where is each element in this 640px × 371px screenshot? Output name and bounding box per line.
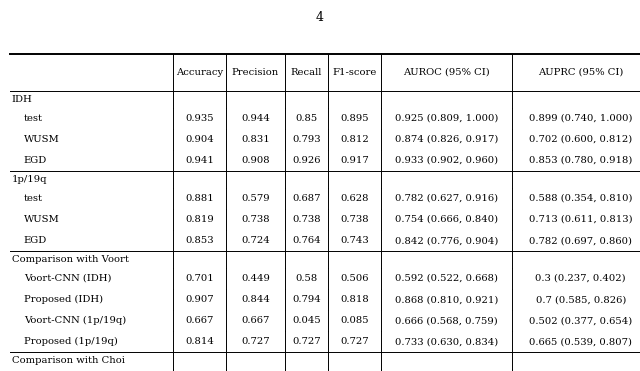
Text: F1-score: F1-score	[332, 68, 377, 77]
Text: 0.727: 0.727	[241, 337, 269, 347]
Text: 0.667: 0.667	[185, 316, 214, 325]
Text: 0.724: 0.724	[241, 236, 269, 245]
Text: 0.628: 0.628	[340, 194, 369, 203]
Text: test: test	[24, 194, 43, 203]
Text: 0.935: 0.935	[185, 114, 214, 123]
Text: 0.588 (0.354, 0.810): 0.588 (0.354, 0.810)	[529, 194, 632, 203]
Text: 0.831: 0.831	[241, 135, 269, 144]
Text: Precision: Precision	[232, 68, 279, 77]
Text: Voort-CNN (IDH): Voort-CNN (IDH)	[24, 274, 111, 283]
Text: 0.917: 0.917	[340, 156, 369, 165]
Text: 0.819: 0.819	[185, 215, 214, 224]
Text: 0.738: 0.738	[340, 215, 369, 224]
Text: 0.667: 0.667	[241, 316, 269, 325]
Text: EGD: EGD	[24, 236, 47, 245]
Text: 0.764: 0.764	[292, 236, 321, 245]
Text: 0.782 (0.697, 0.860): 0.782 (0.697, 0.860)	[529, 236, 632, 245]
Text: 0.579: 0.579	[241, 194, 269, 203]
Text: 0.925 (0.809, 1.000): 0.925 (0.809, 1.000)	[395, 114, 498, 123]
Text: 0.727: 0.727	[292, 337, 321, 347]
Text: 0.7 (0.585, 0.826): 0.7 (0.585, 0.826)	[536, 295, 626, 304]
Text: test: test	[24, 114, 43, 123]
Text: Recall: Recall	[291, 68, 323, 77]
Text: 0.58: 0.58	[296, 274, 317, 283]
Text: 0.868 (0.810, 0.921): 0.868 (0.810, 0.921)	[395, 295, 498, 304]
Text: Accuracy: Accuracy	[176, 68, 223, 77]
Text: 0.045: 0.045	[292, 316, 321, 325]
Text: WUSM: WUSM	[24, 135, 60, 144]
Text: 0.926: 0.926	[292, 156, 321, 165]
Text: 0.449: 0.449	[241, 274, 270, 283]
Text: 0.941: 0.941	[185, 156, 214, 165]
Text: 0.874 (0.826, 0.917): 0.874 (0.826, 0.917)	[395, 135, 498, 144]
Text: 0.506: 0.506	[340, 274, 369, 283]
Text: 0.713 (0.611, 0.813): 0.713 (0.611, 0.813)	[529, 215, 632, 224]
Text: Comparison with Voort: Comparison with Voort	[12, 255, 129, 264]
Text: 0.738: 0.738	[241, 215, 269, 224]
Text: Voort-CNN (1p/19q): Voort-CNN (1p/19q)	[24, 316, 126, 325]
Text: 0.899 (0.740, 1.000): 0.899 (0.740, 1.000)	[529, 114, 632, 123]
Text: 0.754 (0.666, 0.840): 0.754 (0.666, 0.840)	[395, 215, 498, 224]
Text: 0.818: 0.818	[340, 295, 369, 304]
Text: Proposed (IDH): Proposed (IDH)	[24, 295, 103, 304]
Text: 0.881: 0.881	[185, 194, 214, 203]
Text: WUSM: WUSM	[24, 215, 60, 224]
Text: 0.085: 0.085	[340, 316, 369, 325]
Text: 0.738: 0.738	[292, 215, 321, 224]
Text: 0.702 (0.600, 0.812): 0.702 (0.600, 0.812)	[529, 135, 632, 144]
Text: 4: 4	[316, 11, 324, 24]
Text: 0.853: 0.853	[185, 236, 214, 245]
Text: 0.814: 0.814	[185, 337, 214, 347]
Text: 0.944: 0.944	[241, 114, 270, 123]
Text: AUROC (95% CI): AUROC (95% CI)	[403, 68, 490, 77]
Text: 0.793: 0.793	[292, 135, 321, 144]
Text: 0.743: 0.743	[340, 236, 369, 245]
Text: Comparison with Choi: Comparison with Choi	[12, 356, 125, 365]
Text: 1p/19q: 1p/19q	[12, 175, 47, 184]
Text: 0.812: 0.812	[340, 135, 369, 144]
Text: 0.895: 0.895	[340, 114, 369, 123]
Text: 0.904: 0.904	[185, 135, 214, 144]
Text: 0.687: 0.687	[292, 194, 321, 203]
Text: 0.3 (0.237, 0.402): 0.3 (0.237, 0.402)	[536, 274, 626, 283]
Text: 0.701: 0.701	[185, 274, 214, 283]
Text: 0.842 (0.776, 0.904): 0.842 (0.776, 0.904)	[395, 236, 498, 245]
Text: 0.782 (0.627, 0.916): 0.782 (0.627, 0.916)	[395, 194, 498, 203]
Text: EGD: EGD	[24, 156, 47, 165]
Text: 0.665 (0.539, 0.807): 0.665 (0.539, 0.807)	[529, 337, 632, 347]
Text: 0.908: 0.908	[241, 156, 269, 165]
Text: IDH: IDH	[12, 95, 32, 104]
Text: 0.794: 0.794	[292, 295, 321, 304]
Text: 0.502 (0.377, 0.654): 0.502 (0.377, 0.654)	[529, 316, 632, 325]
Text: 0.844: 0.844	[241, 295, 270, 304]
Text: 0.727: 0.727	[340, 337, 369, 347]
Text: 0.85: 0.85	[296, 114, 317, 123]
Text: 0.933 (0.902, 0.960): 0.933 (0.902, 0.960)	[395, 156, 498, 165]
Text: 0.592 (0.522, 0.668): 0.592 (0.522, 0.668)	[395, 274, 498, 283]
Text: Proposed (1p/19q): Proposed (1p/19q)	[24, 337, 118, 347]
Text: AUPRC (95% CI): AUPRC (95% CI)	[538, 68, 623, 77]
Text: 0.666 (0.568, 0.759): 0.666 (0.568, 0.759)	[395, 316, 498, 325]
Text: 0.907: 0.907	[185, 295, 214, 304]
Text: 0.733 (0.630, 0.834): 0.733 (0.630, 0.834)	[395, 337, 498, 347]
Text: 0.853 (0.780, 0.918): 0.853 (0.780, 0.918)	[529, 156, 632, 165]
